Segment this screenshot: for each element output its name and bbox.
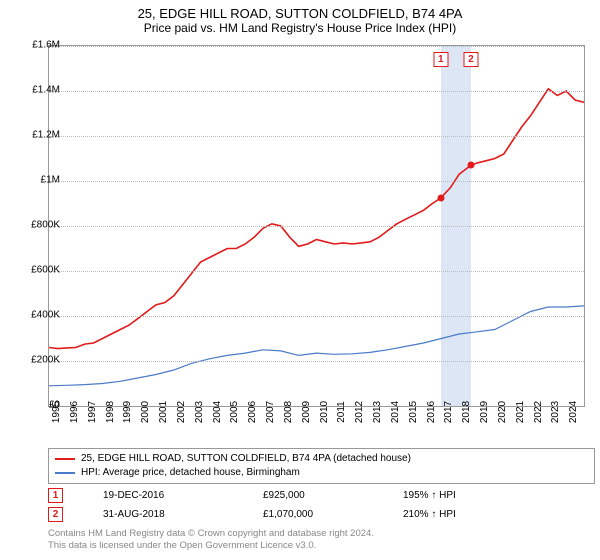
x-axis-label: 2022: [533, 401, 544, 423]
chart-top-marker: 1: [433, 52, 448, 67]
footer-line1: Contains HM Land Registry data © Crown c…: [48, 528, 374, 540]
marker-1-icon: 1: [48, 488, 63, 503]
x-axis-label: 2004: [212, 401, 223, 423]
x-axis-label: 2001: [158, 401, 169, 423]
y-axis-label: £600K: [20, 265, 60, 276]
legend-row-1: 25, EDGE HILL ROAD, SUTTON COLDFIELD, B7…: [55, 452, 588, 466]
y-axis-label: £1M: [20, 175, 60, 186]
y-axis-label: £200K: [20, 355, 60, 366]
x-axis-label: 1996: [69, 401, 80, 423]
transaction-pct-2: 210% ↑ HPI: [403, 509, 503, 520]
x-axis-label: 2007: [265, 401, 276, 423]
legend-swatch-1: [55, 458, 75, 460]
y-axis-label: £1.2M: [20, 130, 60, 141]
series-line: [49, 306, 584, 386]
transaction-date-1: 19-DEC-2016: [103, 490, 223, 501]
x-axis-label: 2008: [283, 401, 294, 423]
x-axis-label: 2005: [229, 401, 240, 423]
grid-line-h: [49, 361, 584, 362]
legend-label-1: 25, EDGE HILL ROAD, SUTTON COLDFIELD, B7…: [81, 452, 411, 466]
x-axis-label: 1999: [122, 401, 133, 423]
x-axis-label: 2013: [372, 401, 383, 423]
transaction-row-2: 2 31-AUG-2018 £1,070,000 210% ↑ HPI: [48, 505, 503, 524]
chart-title-line2: Price paid vs. HM Land Registry's House …: [0, 21, 600, 39]
grid-line-h: [49, 181, 584, 182]
plot-area: 12: [48, 45, 585, 407]
x-axis-label: 2015: [408, 401, 419, 423]
chart-top-marker: 2: [463, 52, 478, 67]
x-axis-label: 2020: [497, 401, 508, 423]
marker-2-icon: 2: [48, 507, 63, 522]
footer-text: Contains HM Land Registry data © Crown c…: [48, 528, 374, 552]
grid-line-h: [49, 91, 584, 92]
x-axis-label: 2011: [336, 401, 347, 423]
x-axis-label: 2021: [515, 401, 526, 423]
x-axis-label: 2003: [194, 401, 205, 423]
x-axis-label: 1997: [87, 401, 98, 423]
chart-marker-dot: [467, 162, 474, 169]
transaction-table: 1 19-DEC-2016 £925,000 195% ↑ HPI 2 31-A…: [48, 486, 503, 524]
grid-line-h: [49, 136, 584, 137]
footer-line2: This data is licensed under the Open Gov…: [48, 540, 374, 552]
x-axis-label: 2018: [461, 401, 472, 423]
x-axis-label: 2009: [301, 401, 312, 423]
y-axis-label: £1.4M: [20, 85, 60, 96]
transaction-price-1: £925,000: [263, 490, 363, 501]
x-axis-label: 2006: [247, 401, 258, 423]
x-axis-label: 2017: [443, 401, 454, 423]
chart-container: 25, EDGE HILL ROAD, SUTTON COLDFIELD, B7…: [0, 0, 600, 560]
transaction-price-2: £1,070,000: [263, 509, 363, 520]
x-axis-label: 2010: [319, 401, 330, 423]
x-axis-label: 2012: [354, 401, 365, 423]
legend-label-2: HPI: Average price, detached house, Birm…: [81, 466, 300, 480]
x-axis-label: 2024: [568, 401, 579, 423]
x-axis-label: 2023: [550, 401, 561, 423]
chart-title-line1: 25, EDGE HILL ROAD, SUTTON COLDFIELD, B7…: [0, 0, 600, 21]
y-axis-label: £1.6M: [20, 40, 60, 51]
x-axis-label: 1995: [51, 401, 62, 423]
legend-box: 25, EDGE HILL ROAD, SUTTON COLDFIELD, B7…: [48, 448, 595, 484]
transaction-pct-1: 195% ↑ HPI: [403, 490, 503, 501]
x-axis-label: 2019: [479, 401, 490, 423]
x-axis-label: 2014: [390, 401, 401, 423]
transaction-date-2: 31-AUG-2018: [103, 509, 223, 520]
legend-swatch-2: [55, 472, 75, 474]
series-line: [49, 89, 584, 349]
grid-line-h: [49, 271, 584, 272]
y-axis-label: £400K: [20, 310, 60, 321]
transaction-row-1: 1 19-DEC-2016 £925,000 195% ↑ HPI: [48, 486, 503, 505]
x-axis-label: 2016: [426, 401, 437, 423]
grid-line-h: [49, 46, 584, 47]
legend-row-2: HPI: Average price, detached house, Birm…: [55, 466, 588, 480]
y-axis-label: £800K: [20, 220, 60, 231]
x-axis-label: 1998: [105, 401, 116, 423]
chart-marker-dot: [437, 194, 444, 201]
x-axis-label: 2002: [176, 401, 187, 423]
x-axis-label: 2000: [140, 401, 151, 423]
grid-line-h: [49, 316, 584, 317]
grid-line-h: [49, 226, 584, 227]
